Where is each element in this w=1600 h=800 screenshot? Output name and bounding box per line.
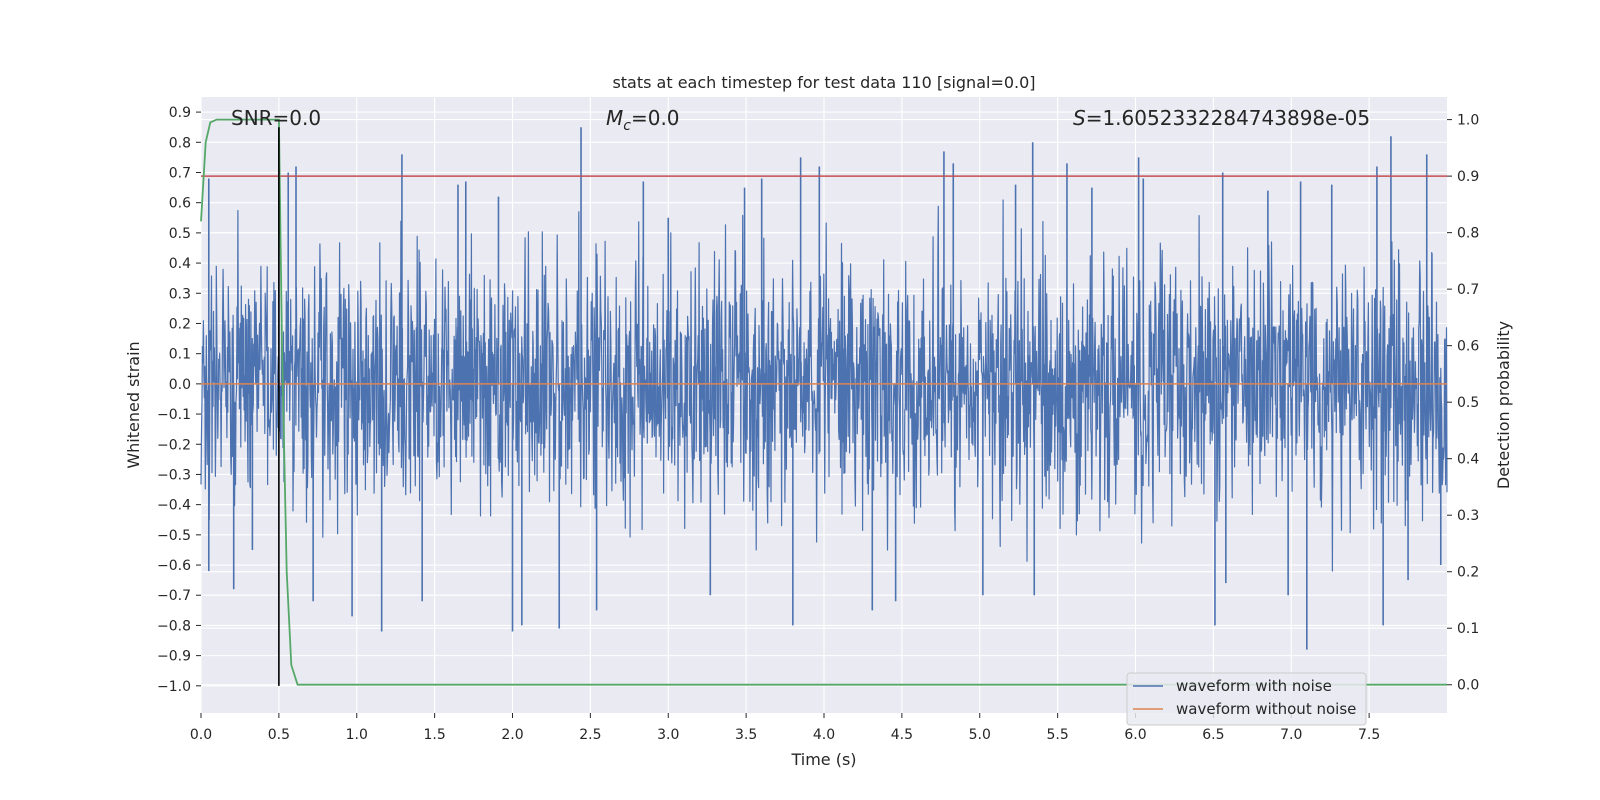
y-tick-label: −0.3 [157, 467, 191, 483]
mc-symbol: M [606, 106, 623, 130]
y2-tick-label: 0.5 [1457, 395, 1479, 411]
y-tick-label: 0.4 [169, 256, 191, 272]
s-value: =1.6052332284743898e-05 [1086, 106, 1370, 130]
x-tick-label: 7.0 [1280, 727, 1302, 743]
x-tick-label: 1.5 [423, 727, 445, 743]
mc-value: =0.0 [631, 106, 680, 130]
y2-tick-label: 0.2 [1457, 565, 1479, 581]
waveform-with-noise-line [200, 199, 1448, 572]
x-axis-ticks: 0.0 0.5 1.0 1.5 2.0 2.5 3.0 3.5 4.0 4.5 5.0 5.5 6.0 6… [190, 713, 1380, 743]
y-tick-label: 0.9 [169, 105, 191, 121]
overlay-lines [200, 118, 1447, 686]
y2-tick-label: 1.0 [1457, 113, 1479, 129]
y2-tick-label: 0.8 [1457, 226, 1479, 242]
y2-tick-label: 0.6 [1457, 339, 1479, 355]
y-tick-label: −0.4 [157, 498, 191, 514]
y-tick-label: −0.2 [157, 437, 191, 453]
y2-tick-label: 0.9 [1457, 169, 1479, 185]
s-symbol: S [1073, 106, 1086, 130]
y-tick-label: 0.6 [169, 196, 191, 212]
detection-probability-line [200, 118, 1447, 686]
chart-title: stats at each timestep for test data 110… [612, 73, 1035, 92]
legend: waveform with noise waveform without noi… [1126, 672, 1367, 726]
y-tick-label: 0.0 [169, 377, 191, 393]
snr-annotation: SNR=0.0 [231, 106, 321, 130]
y2-tick-label: 0.0 [1457, 678, 1479, 694]
legend-label-noise: waveform with noise [1176, 677, 1332, 695]
x-tick-label: 5.0 [969, 727, 991, 743]
y2-tick-label: 0.7 [1457, 282, 1479, 298]
y2-axis-ticks: 1.0 0.9 0.8 0.7 0.6 0.5 0.4 0.3 0.2 0.1 0.0 [1447, 113, 1479, 694]
y-tick-label: −0.1 [157, 407, 191, 423]
x-tick-label: 3.5 [735, 727, 757, 743]
y-axis-label: Whitened strain [124, 341, 143, 468]
x-axis-label: Time (s) [790, 750, 856, 769]
y-tick-label: −1.0 [157, 679, 191, 695]
waveform-with-noise-series [200, 127, 1448, 650]
y2-tick-label: 0.1 [1457, 621, 1479, 637]
y-tick-label: 0.2 [169, 316, 191, 332]
x-tick-label: 6.5 [1202, 727, 1224, 743]
y-tick-label: 0.1 [169, 347, 191, 363]
y2-tick-label: 0.4 [1457, 452, 1479, 468]
y-axis-ticks: 0.9 0.8 0.7 0.6 0.5 0.4 0.3 0.2 0.1 0.0 −0.1 −0.2 −0… [157, 105, 201, 695]
y-tick-label: −0.8 [157, 618, 191, 634]
y-tick-label: 0.5 [169, 226, 191, 242]
y-tick-label: −0.9 [157, 649, 191, 665]
x-tick-label: 0.5 [268, 727, 290, 743]
legend-label-clean: waveform without noise [1176, 700, 1356, 718]
legend-box [1126, 672, 1367, 726]
x-tick-label: 4.0 [813, 727, 835, 743]
mc-subscript: c [623, 118, 631, 134]
x-tick-label: 2.5 [579, 727, 601, 743]
x-tick-label: 3.0 [657, 727, 679, 743]
x-tick-label: 7.5 [1358, 727, 1380, 743]
x-tick-label: 5.5 [1046, 727, 1068, 743]
x-tick-label: 1.0 [346, 727, 368, 743]
y-tick-label: −0.5 [157, 528, 191, 544]
x-tick-label: 6.0 [1124, 727, 1146, 743]
y-tick-label: −0.6 [157, 558, 191, 574]
x-tick-label: 4.5 [891, 727, 913, 743]
chirp-mass-annotation: Mc=0.0 [606, 106, 680, 134]
s-annotation: S=1.6052332284743898e-05 [1073, 106, 1370, 130]
y-tick-label: −0.7 [157, 588, 191, 604]
y-tick-label: 0.3 [169, 286, 191, 302]
y2-tick-label: 0.3 [1457, 508, 1479, 524]
y2-axis-label: Detection probability [1494, 321, 1513, 489]
x-tick-label: 2.0 [501, 727, 523, 743]
y-tick-label: 0.8 [169, 135, 191, 151]
y-tick-label: 0.7 [169, 165, 191, 181]
x-tick-label: 0.0 [190, 727, 212, 743]
